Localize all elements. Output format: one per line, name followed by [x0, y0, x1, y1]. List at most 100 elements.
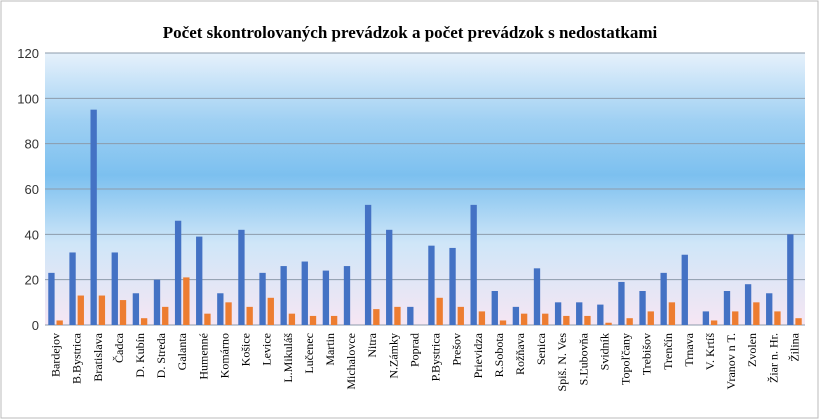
bar — [288, 313, 296, 325]
bar — [394, 306, 401, 325]
bar — [795, 318, 802, 325]
y-tick-label: 60 — [25, 182, 39, 197]
x-tick-label: P.Bystrica — [429, 332, 443, 381]
bar — [153, 279, 161, 325]
chart-title: Počet skontrolovaných prevádzok a počet … — [163, 23, 658, 42]
bar — [647, 311, 654, 325]
bar — [196, 236, 203, 325]
bar — [491, 291, 498, 325]
y-tick-label: 100 — [17, 91, 39, 106]
x-tick-label: Vranov n T. — [724, 333, 738, 390]
bar — [111, 252, 118, 325]
bar — [597, 304, 604, 325]
x-tick-label: Michalovce — [344, 333, 358, 390]
bar — [77, 295, 84, 325]
bar — [732, 311, 739, 325]
x-tick-label: Žilina — [787, 332, 801, 361]
bar — [343, 266, 351, 325]
bar — [449, 247, 456, 325]
x-tick-label: Košice — [239, 333, 253, 366]
y-tick-label: 0 — [32, 318, 39, 333]
bar — [98, 295, 106, 325]
bar — [364, 204, 372, 325]
bar — [225, 302, 232, 325]
x-tick-label: R.Sobota — [492, 332, 506, 377]
bar — [132, 293, 140, 325]
x-tick-label: Martin — [323, 333, 337, 366]
bar — [584, 315, 591, 325]
bar — [48, 272, 55, 325]
x-tick-label: Lučenec — [302, 333, 316, 374]
bar — [373, 309, 380, 325]
x-tick-label: Humenné — [196, 333, 210, 380]
x-tick-label: Prievidza — [471, 332, 485, 378]
x-tick-label: B.Bystrica — [70, 332, 84, 384]
bar — [428, 245, 435, 325]
bar — [330, 315, 338, 325]
bar — [267, 297, 274, 325]
x-tick-label: N.Zámky — [386, 333, 400, 379]
bar — [787, 234, 794, 325]
bar — [183, 277, 190, 325]
x-tick-label: Spiš. N. Ves — [555, 333, 569, 392]
bar — [512, 306, 520, 325]
bar — [774, 311, 781, 325]
bar — [753, 302, 760, 325]
bar — [162, 306, 169, 325]
x-tick-label: Senica — [534, 332, 548, 365]
bar — [744, 284, 752, 325]
bar — [626, 318, 633, 325]
bar — [660, 272, 667, 325]
x-tick-label: Levice — [260, 333, 274, 366]
bar — [322, 270, 330, 325]
x-tick-label: Trenčín — [661, 333, 675, 370]
bar — [119, 300, 127, 325]
bar — [309, 315, 317, 325]
bar — [681, 254, 688, 325]
x-tick-label: S.Ľubovňa — [576, 332, 590, 385]
bar — [280, 266, 287, 325]
bar — [140, 318, 148, 325]
bar — [90, 109, 97, 326]
x-tick-label: Nitra — [365, 332, 379, 357]
x-tick-label: Bratislava — [91, 332, 105, 381]
bar — [204, 313, 211, 325]
bar — [618, 281, 625, 325]
x-tick-label: Rožňava — [513, 332, 527, 375]
x-tick-label: Topoľčany — [619, 333, 633, 385]
x-tick-label: Prešov — [450, 333, 464, 366]
x-tick-label: Poprad — [407, 333, 421, 367]
bar — [436, 297, 443, 325]
bar — [238, 229, 245, 325]
x-tick-label: Galanta — [175, 332, 189, 370]
bar — [457, 306, 464, 325]
bar — [386, 229, 393, 325]
bar — [470, 204, 477, 325]
x-tick-label: V. Krtíš — [703, 333, 717, 370]
bar — [710, 320, 718, 325]
bar — [766, 293, 773, 325]
bar — [246, 306, 253, 325]
x-tick-label: Zvolen — [745, 333, 759, 367]
bar — [56, 320, 63, 325]
x-tick-label: Žiar n. Hr. — [766, 333, 780, 383]
y-tick-label: 20 — [25, 273, 39, 288]
y-tick-label: 120 — [17, 46, 39, 61]
bar — [668, 302, 676, 325]
bar — [639, 291, 646, 325]
bar — [554, 302, 562, 325]
x-tick-label: Trebišov — [640, 333, 654, 375]
x-tick-label: D. Streda — [154, 332, 168, 378]
bar — [605, 322, 612, 325]
bar — [478, 311, 486, 325]
bar — [259, 272, 266, 325]
x-tick-label: Svidník — [597, 333, 611, 370]
x-tick-label: D. Kubín — [133, 333, 147, 378]
y-tick-label: 80 — [25, 137, 39, 152]
bar — [407, 306, 414, 325]
bar — [563, 315, 570, 325]
bar — [217, 293, 224, 325]
bar — [702, 311, 710, 325]
x-tick-label: L.Mikuláš — [281, 333, 295, 383]
bar — [542, 313, 549, 325]
